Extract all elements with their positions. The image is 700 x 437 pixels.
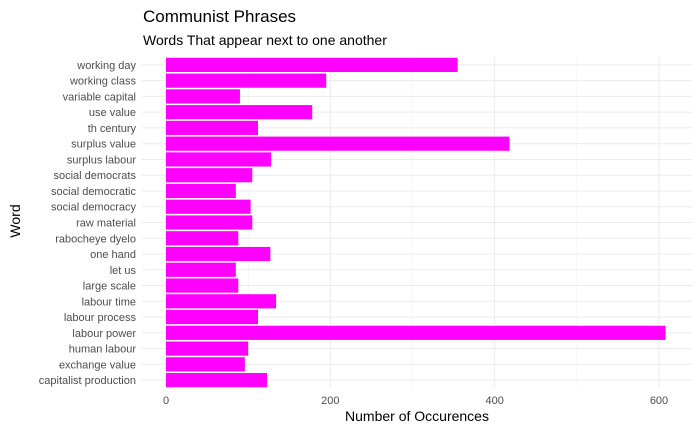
y-tick-label: th century [88,123,137,135]
y-tick-label: social democracy [51,202,136,214]
bar [166,215,253,230]
bar [166,183,236,199]
bar [166,231,239,246]
y-tick-label: let us [110,265,137,277]
x-tick-label: 200 [321,395,339,407]
bar [166,325,666,340]
y-tick-label: rabocheye dyelo [55,233,136,245]
x-axis-title: Number of Occurences [345,408,489,424]
bar [166,136,510,151]
bars [166,57,666,388]
bar [166,199,251,214]
y-tick-label: social democratic [51,186,136,198]
bar [166,373,268,388]
chart-subtitle: Words That appear next to one another [143,32,387,48]
x-tick-label: 0 [163,395,169,407]
y-tick-label: working day [76,60,136,72]
y-tick-label: exchange value [59,359,136,371]
bar [166,120,259,136]
y-tick-label: raw material [76,218,136,230]
bar [166,357,245,372]
y-tick-label: surplus labour [67,154,136,166]
y-tick-label: labour power [72,328,136,340]
bar [166,309,259,325]
y-tick-label: capitalist production [39,375,136,387]
bar [166,294,277,309]
bar [166,168,253,183]
y-tick-label: human labour [69,344,137,356]
y-axis-ticks: working day working class variable capital… [39,60,137,387]
y-tick-label: variable capital [63,91,136,103]
y-tick-label: social democrats [53,170,136,182]
y-tick-label: surplus value [71,139,136,151]
x-tick-label: 600 [650,395,668,407]
y-tick-label: labour process [64,312,137,324]
y-tick-label: labour time [82,296,136,308]
bar [166,73,327,88]
bar [166,152,272,167]
chart-title: Communist Phrases [143,7,296,26]
bar [166,341,249,356]
y-tick-label: one hand [90,249,136,261]
bar [166,89,240,104]
y-tick-label: working class [69,76,137,88]
y-tick-label: use value [89,107,136,119]
bar [166,57,458,72]
x-axis-ticks: 0 200 400 600 [163,395,668,407]
y-axis-title: Word [7,204,23,237]
bar [166,246,271,262]
bar [166,262,236,277]
x-tick-label: 400 [485,395,503,407]
bar [166,278,239,293]
bar [166,105,313,120]
y-tick-label: large scale [83,281,136,293]
